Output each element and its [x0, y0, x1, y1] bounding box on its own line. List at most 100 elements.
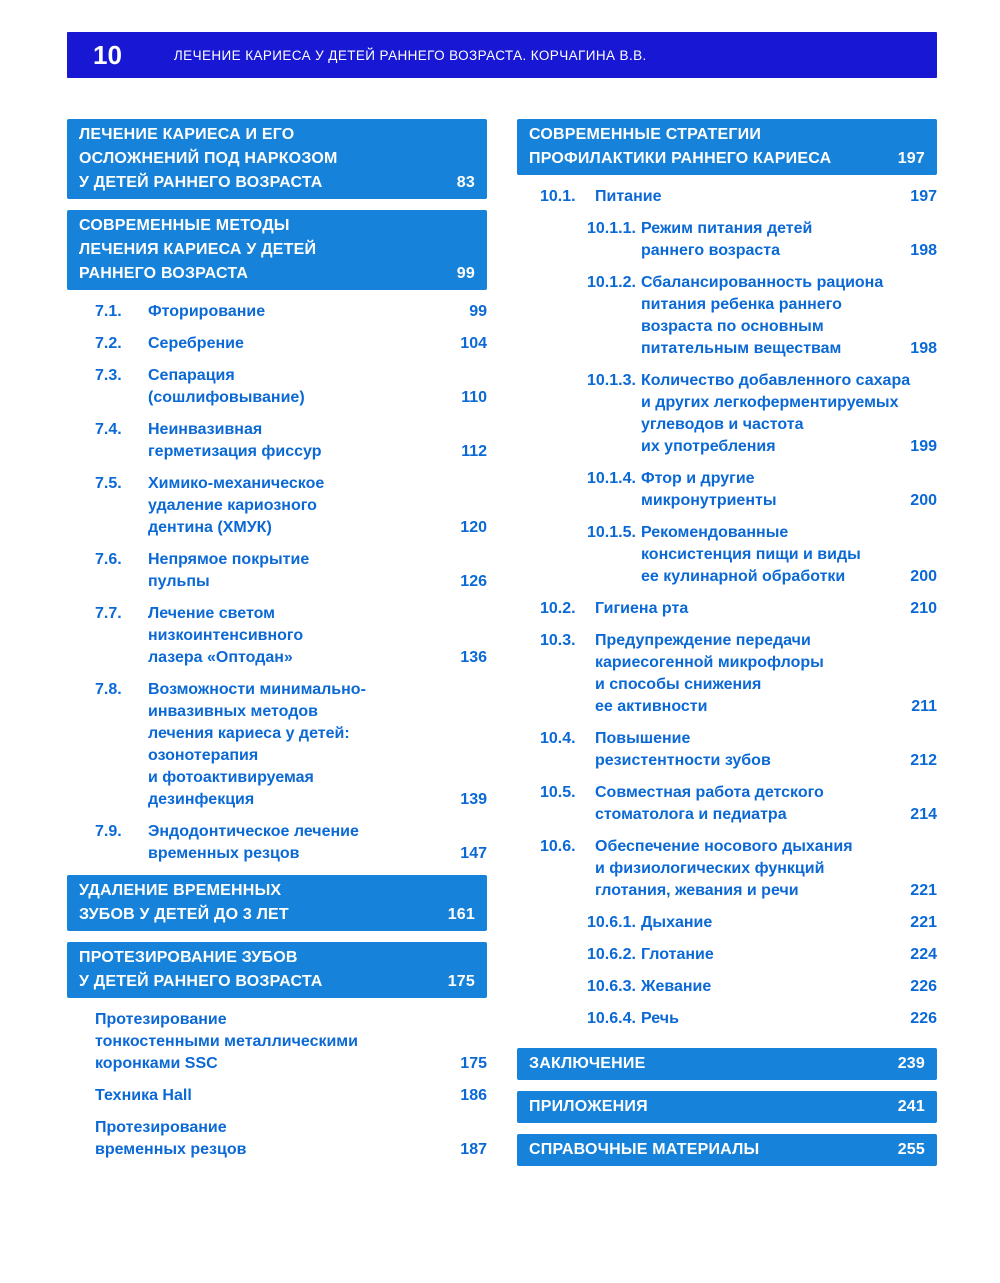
toc-entry-10-4: 10.4. Повышение резистентности зубов 212 [517, 728, 937, 772]
toc-entry-number: 10.5. [540, 784, 576, 801]
section-page: 175 [447, 973, 475, 990]
toc-entry-page: 200 [910, 568, 937, 585]
toc-entry-10-6-3: 10.6.3. Жевание 226 [517, 976, 937, 998]
toc-entry-10-1: 10.1. Питание 197 [517, 186, 937, 208]
section-title: ЛЕЧЕНИЕ КАРИЕСА И ЕГО ОСЛОЖНЕНИЙ ПОД НАР… [79, 126, 338, 191]
toc-entry-title: Эндодонтическое лечение временных резцов [148, 823, 359, 862]
toc-entry-page: 199 [910, 438, 937, 455]
toc-entry-number: 10.1.1. [587, 220, 636, 237]
toc-entry-title: Дыхание [641, 914, 713, 931]
running-title: ЛЕЧЕНИЕ КАРИЕСА У ДЕТЕЙ РАННЕГО ВОЗРАСТА… [173, 47, 647, 63]
toc-entry-number: 10.1.2. [587, 274, 636, 291]
toc-entry-7-7: 7.7. Лечение светом низкоинтенсивного ла… [67, 603, 487, 669]
section-page: 99 [456, 265, 475, 282]
toc-entry-page: 224 [910, 946, 937, 963]
toc-entry-title: Неинвазивная герметизация фиссур [148, 421, 322, 460]
toc-section-narcosis: ЛЕЧЕНИЕ КАРИЕСА И ЕГО ОСЛОЖНЕНИЙ ПОД НАР… [67, 119, 487, 199]
toc-entry-number: 7.2. [95, 335, 122, 352]
toc-entry-page: 198 [910, 340, 937, 357]
toc-entry-number: 10.6.1. [587, 914, 636, 931]
toc-entry-page: 221 [910, 914, 937, 931]
toc-entry-page: 175 [460, 1055, 487, 1072]
toc-entry-10-6-2: 10.6.2. Глотание 224 [517, 944, 937, 966]
toc-entry-10-1-5: 10.1.5. Рекомендованные консистенция пищ… [517, 522, 937, 588]
toc-entry-title: Предупреждение передачи кариесогенной ми… [595, 632, 824, 715]
toc-entry-title: Гигиена рта [595, 600, 689, 617]
toc-section-extraction: УДАЛЕНИЕ ВРЕМЕННЫХ ЗУБОВ У ДЕТЕЙ ДО 3 ЛЕ… [67, 875, 487, 931]
toc-entry-7-2: 7.2. Серебрение 104 [67, 333, 487, 355]
toc-entry-number: 10.1.5. [587, 524, 636, 541]
section-title: ПРОТЕЗИРОВАНИЕ ЗУБОВ У ДЕТЕЙ РАННЕГО ВОЗ… [79, 949, 323, 990]
page-number: 10 [93, 39, 122, 70]
toc-entry-title: Химико-механическое удаление кариозного … [148, 475, 325, 536]
toc-entry-10-6-4: 10.6.4. Речь 226 [517, 1008, 937, 1030]
toc-entry-page: 104 [460, 335, 487, 352]
toc-entry-10-2: 10.2. Гигиена рта 210 [517, 598, 937, 620]
toc-entry-incisor-prosthetics: Протезирование временных резцов 187 [67, 1117, 487, 1161]
section-title: СОВРЕМЕННЫЕ МЕТОДЫ ЛЕЧЕНИЯ КАРИЕСА У ДЕТ… [79, 217, 317, 282]
toc-entry-title: Серебрение [148, 335, 244, 352]
toc-entry-number: 7.1. [95, 303, 122, 320]
toc-entry-page: 110 [461, 389, 487, 406]
toc-entry-7-9: 7.9. Эндодонтическое лечение временных р… [67, 821, 487, 865]
toc-section-modern-methods: СОВРЕМЕННЫЕ МЕТОДЫ ЛЕЧЕНИЯ КАРИЕСА У ДЕТ… [67, 210, 487, 290]
toc-entry-title: Повышение резистентности зубов [595, 730, 771, 769]
toc-entry-page: 200 [910, 492, 937, 509]
toc-entry-10-1-3: 10.1.3. Количество добавленного сахара и… [517, 370, 937, 458]
toc-entry-page: 210 [910, 600, 937, 617]
toc-entry-number: 10.2. [540, 600, 576, 617]
toc-entry-title: Фторирование [148, 303, 266, 320]
toc-entry-title: Питание [595, 188, 662, 205]
section-title: УДАЛЕНИЕ ВРЕМЕННЫХ ЗУБОВ У ДЕТЕЙ ДО 3 ЛЕ… [79, 882, 289, 923]
toc-entry-number: 10.4. [540, 730, 576, 747]
section-title: ПРИЛОЖЕНИЯ [529, 1098, 648, 1115]
toc-entry-title: Сепарация (сошлифовывание) [148, 367, 305, 406]
toc-entry-number: 10.1. [540, 188, 576, 205]
toc-entry-page: 120 [460, 519, 487, 536]
toc-entry-title: Лечение светом низкоинтенсивного лазера … [148, 605, 304, 666]
toc-entry-number: 10.3. [540, 632, 576, 649]
toc-entry-title: Непрямое покрытие пульпы [148, 551, 310, 590]
toc-entry-page: 136 [460, 649, 487, 666]
toc-entry-10-6: 10.6. Обеспечение носового дыхания и физ… [517, 836, 937, 902]
section-page: 255 [897, 1141, 925, 1158]
section-page: 83 [456, 174, 475, 191]
toc-left-column: ЛЕЧЕНИЕ КАРИЕСА И ЕГО ОСЛОЖНЕНИЙ ПОД НАР… [67, 119, 487, 1171]
toc-section-conclusion: ЗАКЛЮЧЕНИЕ 239 [517, 1048, 937, 1080]
toc-entry-number: 7.7. [95, 605, 122, 622]
toc-entry-7-5: 7.5. Химико-механическое удаление кариоз… [67, 473, 487, 539]
toc-entry-number: 7.9. [95, 823, 122, 840]
toc-entry-7-1: 7.1. Фторирование 99 [67, 301, 487, 323]
toc-entry-page: 214 [910, 806, 937, 823]
toc-entry-title: Фтор и другие микронутриенты [641, 470, 777, 509]
toc-entry-page: 226 [910, 978, 937, 995]
toc-entry-page: 147 [460, 845, 487, 862]
section-page: 161 [447, 906, 475, 923]
toc-right-column: СОВРЕМЕННЫЕ СТРАТЕГИИ ПРОФИЛАКТИКИ РАННЕ… [517, 119, 937, 1177]
toc-entry-7-6: 7.6. Непрямое покрытие пульпы 126 [67, 549, 487, 593]
toc-section-prosthetics: ПРОТЕЗИРОВАНИЕ ЗУБОВ У ДЕТЕЙ РАННЕГО ВОЗ… [67, 942, 487, 998]
toc-entry-title: Техника Hall [95, 1087, 192, 1104]
toc-entry-page: 212 [910, 752, 937, 769]
toc-entry-10-3: 10.3. Предупреждение передачи кариесоген… [517, 630, 937, 718]
toc-section-appendices: ПРИЛОЖЕНИЯ 241 [517, 1091, 937, 1123]
toc-entry-title: Возможности минимально- инвазивных метод… [148, 681, 366, 808]
toc-entry-number: 10.6.2. [587, 946, 636, 963]
toc-entry-7-3: 7.3. Сепарация (сошлифовывание) 110 [67, 365, 487, 409]
toc-entry-number: 7.6. [95, 551, 122, 568]
toc-entry-number: 10.6. [540, 838, 576, 855]
toc-entry-page: 186 [460, 1087, 487, 1104]
toc-entry-number: 7.8. [95, 681, 122, 698]
toc-entry-title: Рекомендованные консистенция пищи и виды… [641, 524, 861, 585]
toc-entry-title: Количество добавленного сахара и других … [641, 372, 911, 455]
toc-section-reference-materials: СПРАВОЧНЫЕ МАТЕРИАЛЫ 255 [517, 1134, 937, 1166]
running-head-bar: 10 ЛЕЧЕНИЕ КАРИЕСА У ДЕТЕЙ РАННЕГО ВОЗРА… [67, 32, 937, 78]
section-page: 239 [897, 1055, 925, 1072]
toc-entry-page: 226 [910, 1010, 937, 1027]
toc-entry-10-1-4: 10.1.4. Фтор и другие микронутриенты 200 [517, 468, 937, 512]
toc-entry-number: 10.6.4. [587, 1010, 636, 1027]
section-title: ЗАКЛЮЧЕНИЕ [529, 1055, 646, 1072]
section-page: 197 [897, 150, 925, 167]
toc-entry-title: Протезирование временных резцов [95, 1119, 247, 1158]
